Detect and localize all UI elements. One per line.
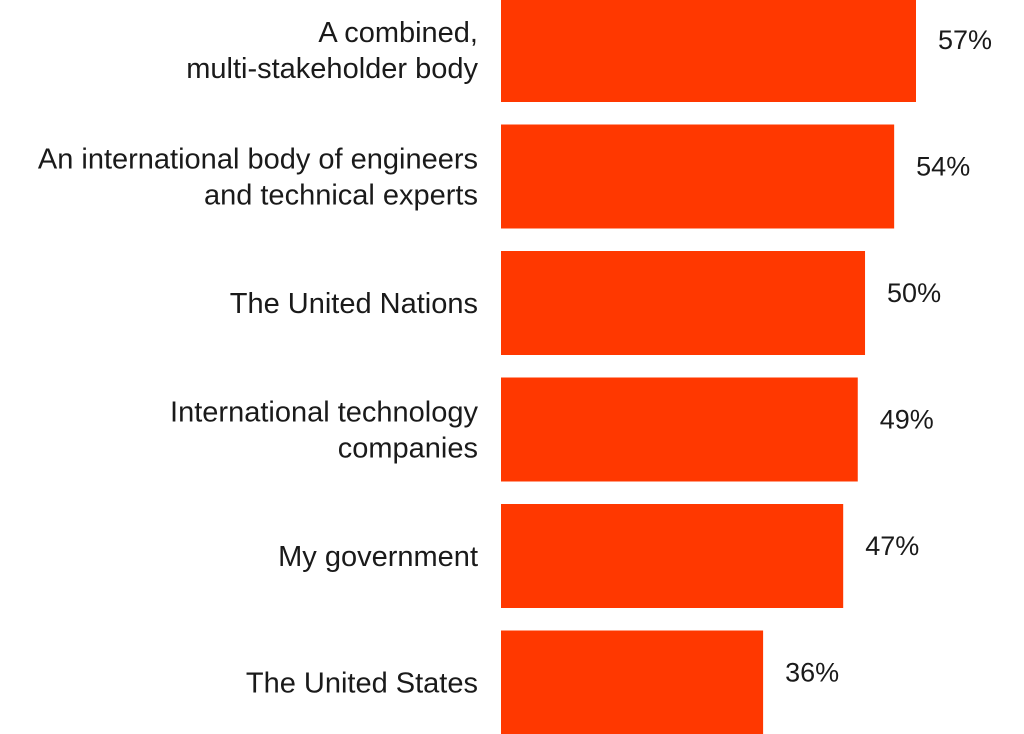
category-label-3-line-0: International technology — [170, 397, 478, 429]
value-label-0: 57% — [938, 25, 992, 55]
bars-group — [501, 0, 916, 734]
value-label-2: 50% — [887, 278, 941, 308]
category-label-1: An international body of engineers and te… — [38, 144, 478, 212]
category-label-0: A combined, multi-stakeholder body — [186, 17, 478, 85]
category-label-4-line-0: My government — [278, 541, 478, 573]
category-labels-group: A combined, multi-stakeholder body An inte… — [38, 17, 479, 700]
value-label-5: 36% — [785, 658, 839, 688]
category-label-5: The United States — [246, 668, 478, 700]
bar-0 — [501, 0, 916, 102]
category-label-1-line-0: An international body of engineers — [38, 144, 478, 176]
value-label-3: 49% — [880, 405, 934, 435]
category-label-2: The United Nations — [230, 288, 478, 320]
bar-5 — [501, 630, 764, 734]
category-label-4: My government — [278, 541, 478, 573]
category-label-3: International technology companies — [170, 397, 478, 465]
category-label-0-line-1: multi-stakeholder body — [186, 53, 478, 85]
bar-3 — [501, 377, 858, 482]
value-labels-group: 57% 54% 50% 49% 47% 36% — [785, 25, 992, 688]
bar-2 — [501, 251, 866, 355]
category-label-0-line-0: A combined, — [318, 17, 478, 49]
bar-1 — [501, 124, 895, 229]
category-label-5-line-0: The United States — [246, 668, 478, 700]
value-label-1: 54% — [916, 152, 970, 182]
category-label-3-line-1: companies — [338, 433, 478, 465]
value-label-4: 47% — [865, 531, 919, 561]
bar-4 — [501, 504, 844, 608]
category-label-2-line-0: The United Nations — [230, 288, 478, 320]
category-label-1-line-1: and technical experts — [204, 180, 478, 212]
